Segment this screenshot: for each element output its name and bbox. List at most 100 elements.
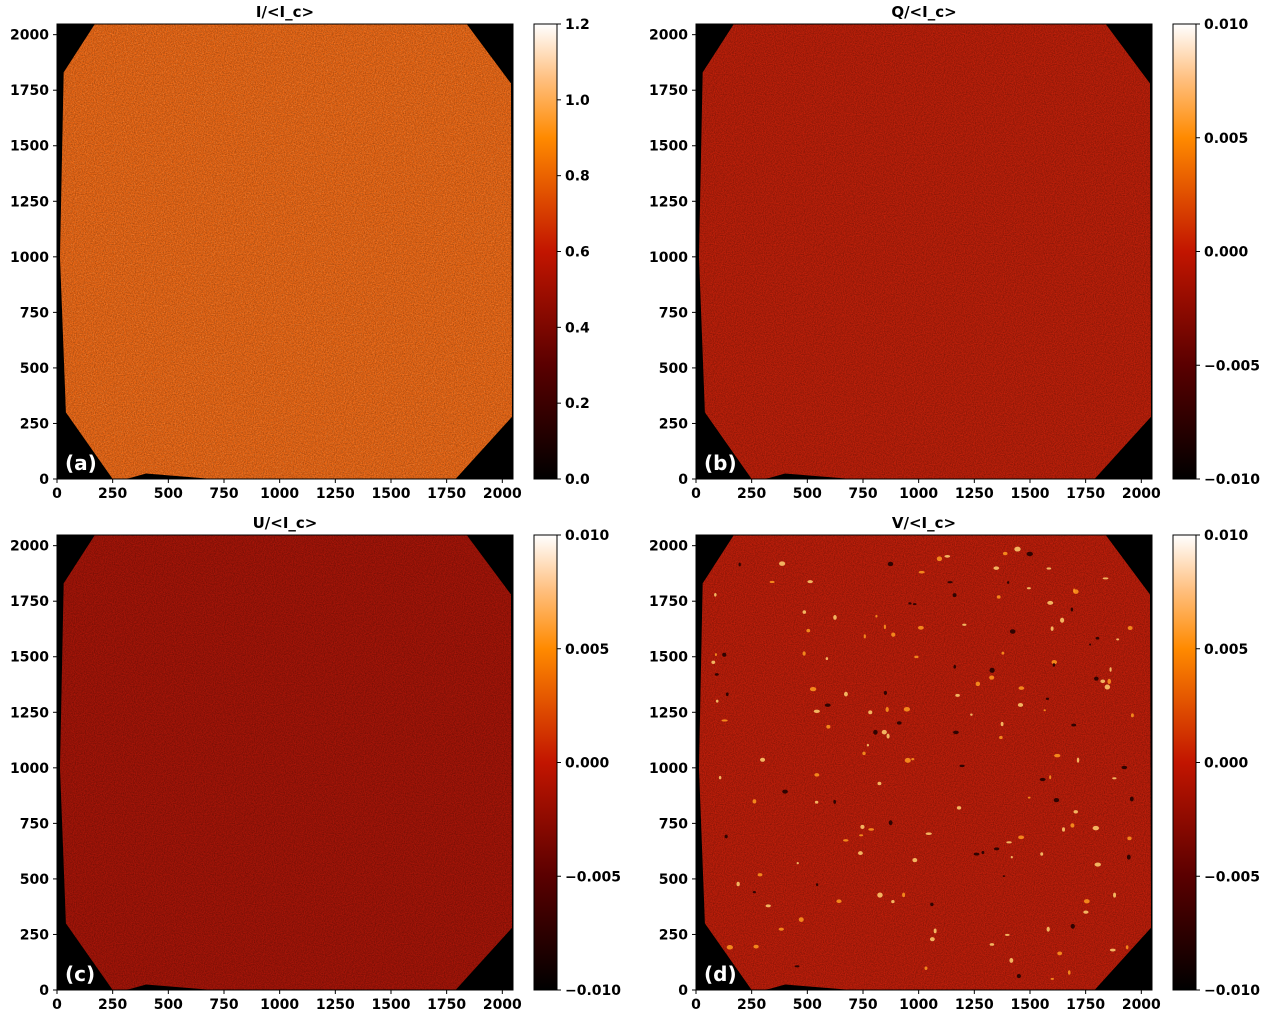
y-tick-label: 2000 — [10, 539, 49, 555]
bright-feature — [1125, 945, 1129, 950]
dark-feature — [752, 890, 756, 894]
colorbar-tick-label: 1.2 — [565, 17, 590, 33]
x-tick-label: 1750 — [1066, 486, 1105, 502]
x-tick-label: 1000 — [260, 486, 299, 502]
colorbar-tick-label: 0.010 — [1204, 17, 1249, 33]
y-tick-label: 750 — [659, 305, 688, 321]
x-tick-label: 1750 — [1066, 997, 1105, 1013]
bright-feature — [955, 693, 960, 697]
bright-feature — [918, 570, 925, 574]
x-tick-label: 750 — [209, 997, 238, 1013]
bright-feature — [859, 834, 864, 837]
bright-feature — [914, 655, 919, 659]
bright-feature — [1009, 957, 1014, 963]
bright-feature — [883, 624, 887, 630]
bright-feature — [881, 729, 887, 735]
bright-feature — [891, 632, 896, 637]
bright-feature — [1130, 713, 1134, 718]
bright-feature — [1113, 892, 1117, 898]
bright-feature — [989, 943, 995, 946]
bright-feature — [924, 966, 928, 970]
y-tick-label: 1250 — [10, 194, 49, 210]
bright-feature — [753, 944, 759, 949]
x-tick-label: 500 — [154, 486, 183, 502]
y-tick-label: 250 — [659, 927, 688, 943]
dark-feature — [883, 690, 888, 695]
bright-feature — [885, 706, 889, 713]
dark-feature — [1002, 875, 1005, 878]
colorbar-tick-label: −0.005 — [1204, 358, 1260, 374]
dark-feature — [873, 729, 878, 735]
bright-feature — [1017, 703, 1024, 707]
bright-feature — [886, 733, 890, 739]
bright-feature — [868, 710, 873, 715]
dark-feature — [912, 603, 917, 606]
y-tick-label: 750 — [20, 305, 49, 321]
bright-feature — [814, 773, 820, 777]
dark-feature — [947, 581, 953, 584]
dark-feature — [888, 820, 893, 826]
y-tick-label: 2000 — [649, 28, 688, 44]
bright-feature — [843, 839, 849, 842]
colorbar — [1172, 534, 1197, 991]
bright-feature — [814, 800, 819, 804]
y-tick-label: 1500 — [649, 139, 688, 155]
bright-feature — [714, 592, 717, 597]
panel-b: 0 250 500 750 1000 1250 1500 1750 2000 0 250 500 750… — [649, 3, 1260, 502]
bright-feature — [711, 660, 716, 664]
colorbar-tick-label: −0.005 — [565, 869, 621, 885]
bright-feature — [1000, 721, 1004, 727]
bright-feature — [1014, 546, 1021, 552]
bright-feature — [1057, 951, 1063, 956]
axes-frame — [695, 23, 1153, 480]
y-tick-label: 1750 — [10, 83, 49, 99]
x-tick-label: 0 — [691, 997, 701, 1013]
axes-frame — [56, 23, 514, 480]
dark-feature — [1052, 663, 1056, 667]
bright-feature — [726, 945, 733, 950]
x-tick-label: 1500 — [1011, 486, 1050, 502]
dark-feature — [1071, 723, 1077, 727]
y-tick-label: 2000 — [649, 539, 688, 555]
dark-feature — [714, 673, 719, 676]
colorbar-tick-label: 0.2 — [565, 396, 590, 412]
x-tick-label: 2000 — [1122, 997, 1161, 1013]
x-tick-label: 750 — [848, 997, 877, 1013]
bright-feature — [1083, 899, 1090, 904]
bright-feature — [1060, 617, 1065, 623]
bright-feature — [866, 743, 869, 747]
dark-feature — [981, 850, 985, 855]
dark-feature — [833, 799, 837, 804]
bright-feature — [1073, 810, 1078, 814]
bright-feature — [860, 824, 865, 829]
bright-feature — [760, 757, 766, 762]
colorbar-tick-label: −0.010 — [565, 983, 621, 999]
x-tick-label: 0 — [52, 997, 62, 1013]
x-tick-label: 1250 — [316, 486, 355, 502]
y-tick-label: 1000 — [10, 761, 49, 777]
y-tick-label: 1250 — [649, 194, 688, 210]
bright-feature — [1026, 587, 1031, 590]
bright-feature — [1127, 626, 1133, 631]
x-tick-label: 1500 — [372, 997, 411, 1013]
y-tick-label: 500 — [659, 361, 688, 377]
panel-label: (b) — [704, 451, 737, 475]
y-tick-label: 1250 — [10, 705, 49, 721]
dark-feature — [724, 834, 728, 839]
bright-feature — [1067, 970, 1071, 975]
colorbar-tick-label: 0.005 — [1204, 642, 1248, 658]
bright-feature — [796, 862, 799, 865]
bright-feature — [1010, 855, 1013, 859]
dark-feature — [896, 721, 902, 725]
y-tick-label: 1000 — [649, 250, 688, 266]
axes-frame — [56, 534, 514, 991]
y-tick-label: 1250 — [649, 705, 688, 721]
bright-feature — [1040, 852, 1044, 856]
dark-feature — [1026, 551, 1033, 557]
bright-feature — [836, 899, 842, 904]
bright-feature — [933, 928, 937, 934]
bright-feature — [862, 751, 866, 756]
bright-feature — [929, 937, 935, 942]
x-tick-label: 250 — [98, 486, 127, 502]
colorbar-tick-label: 0.000 — [1204, 756, 1249, 772]
